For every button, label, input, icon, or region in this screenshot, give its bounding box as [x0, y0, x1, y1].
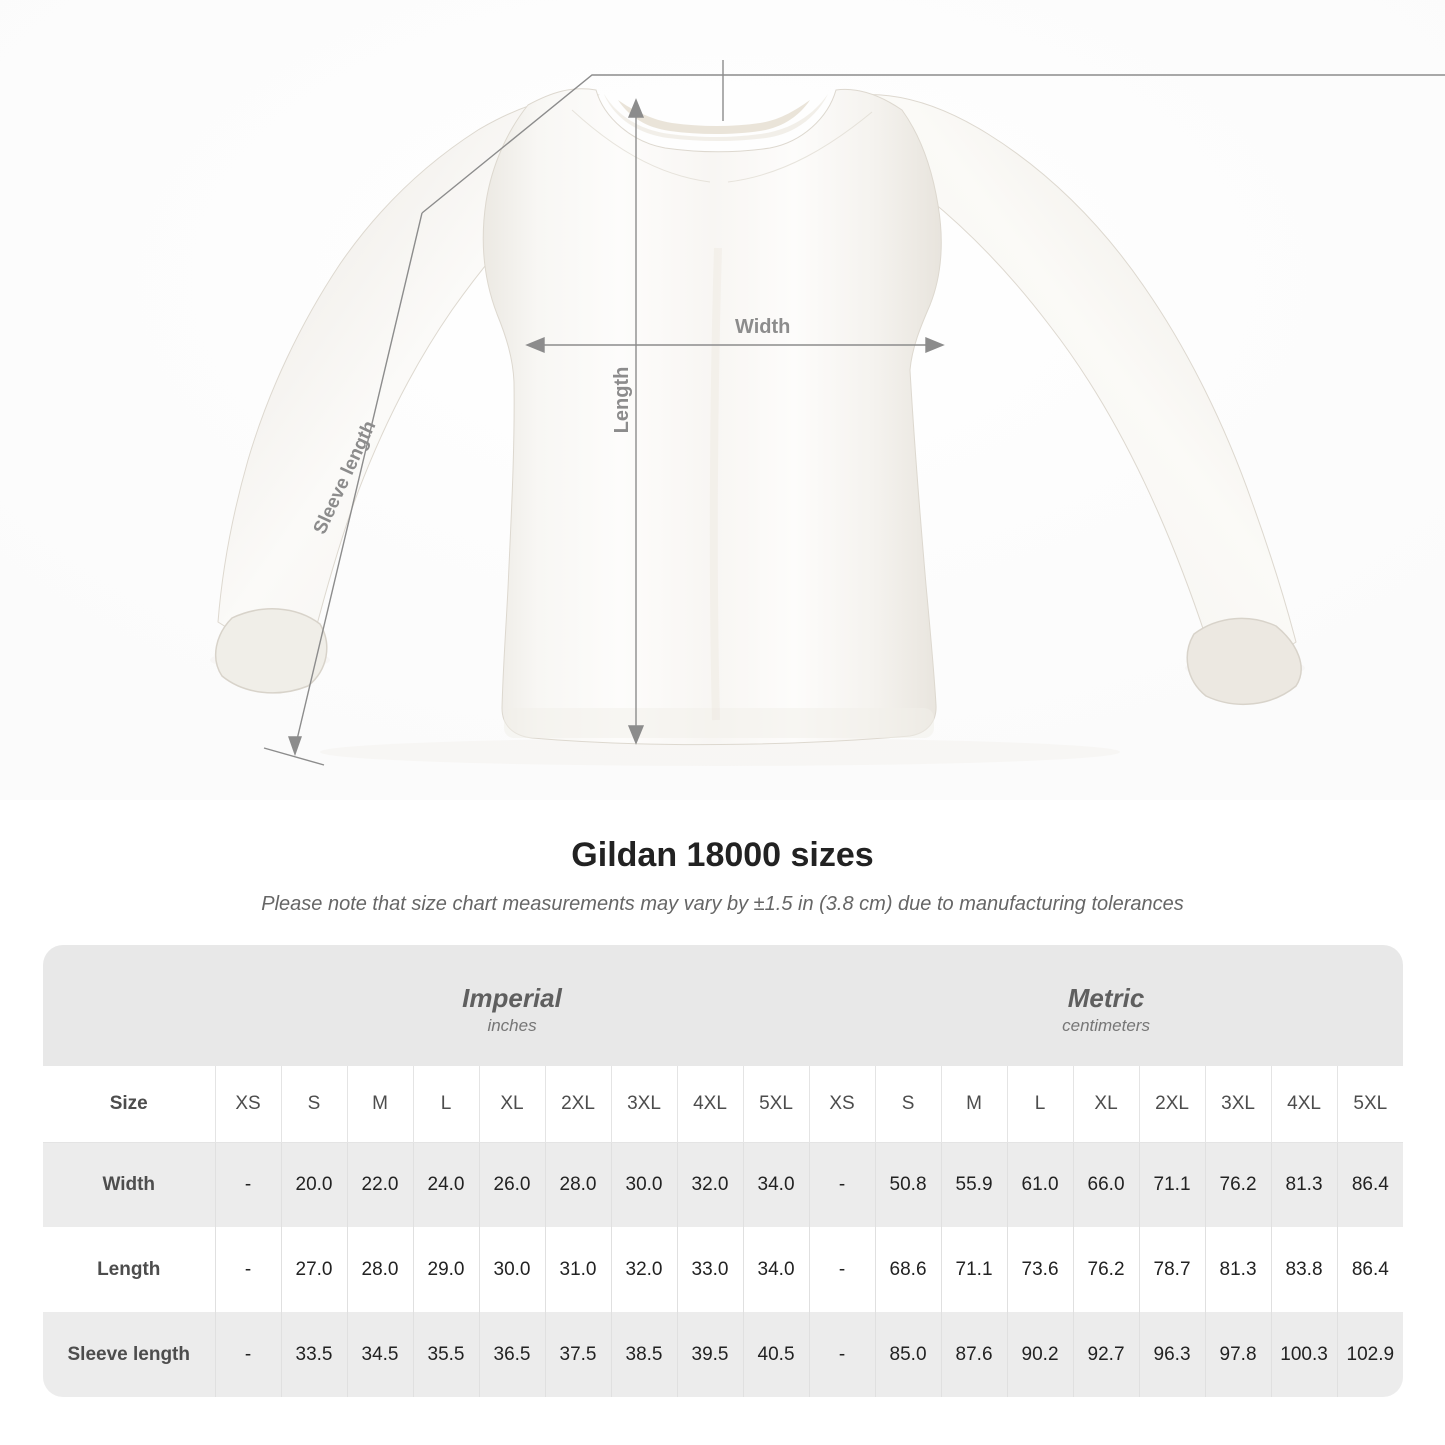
- svg-text:Length: Length: [611, 367, 633, 434]
- svg-text:Width: Width: [735, 316, 790, 338]
